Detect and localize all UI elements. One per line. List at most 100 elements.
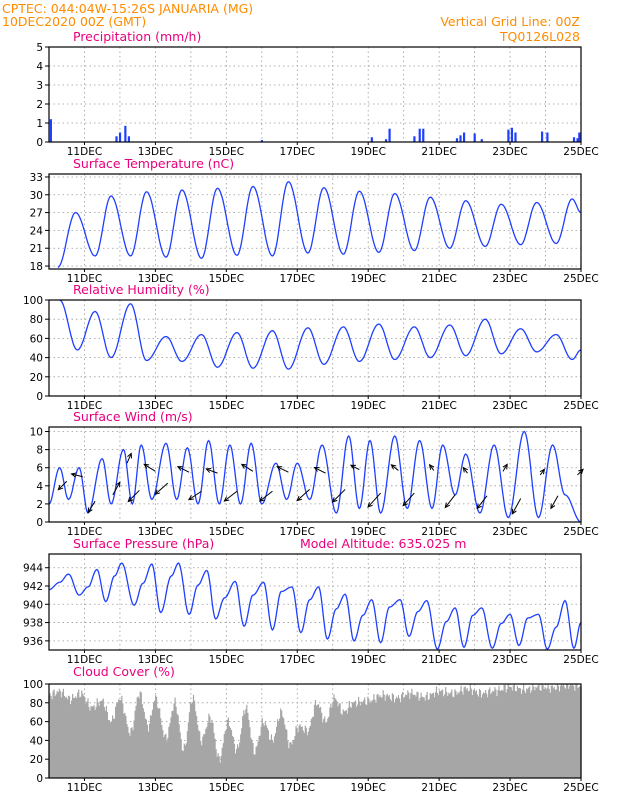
wind-arrow <box>502 464 508 472</box>
precip-bar <box>462 132 466 142</box>
date-tick-label-precip: 25DEC <box>563 146 598 158</box>
precip-bar <box>127 136 130 142</box>
date-tick-label-temp: 23DEC <box>492 273 527 285</box>
date-tick-label-rh: 19DEC <box>350 400 385 412</box>
ytick-label-temp: 24 <box>30 225 44 237</box>
date-tick-label-temp: 19DEC <box>350 273 385 285</box>
wind-arrowhead <box>70 472 77 478</box>
ytick-label-rh: 100 <box>23 295 43 307</box>
panel-rh: Relative Humidity (%) 0 20 40 60 80 100 11DEC 13… <box>23 282 599 412</box>
panel-title-temp: Surface Temperature (nC) <box>73 156 234 171</box>
ytick-label-precip: 4 <box>36 61 43 73</box>
date-tick-label-rh: 21DEC <box>421 400 456 412</box>
date-tick-label-rh: 23DEC <box>492 400 527 412</box>
date-tick-label-rh: 13DEC <box>138 400 173 412</box>
ytick-label-rh: 80 <box>30 314 43 326</box>
series-line-temp <box>57 180 582 268</box>
date-tick-label-wind: 13DEC <box>138 526 173 538</box>
wind-arrowhead <box>402 500 408 507</box>
date-tick-label-cloud: 23DEC <box>492 782 527 794</box>
ytick-label-rh: 60 <box>30 333 43 345</box>
wind-arrow <box>462 467 468 474</box>
panel-title-precip: Precipitation (mm/h) <box>73 29 201 44</box>
precip-bar <box>473 133 476 142</box>
wind-arrow <box>429 464 435 471</box>
panel-frame-cloud <box>48 683 582 779</box>
ytick-label-wind: 0 <box>36 517 43 529</box>
wind-arrow <box>112 482 121 496</box>
wind-arrow <box>402 492 415 506</box>
header-location: CPTEC: 044:04W-15:26S JANUARIA (MG) <box>2 1 253 16</box>
ytick-label-pres: 936 <box>23 636 43 648</box>
ytick-label-wind: 10 <box>30 427 43 439</box>
panel-wind: Surface Wind (m/s) 0 2 4 6 8 10 11DEC 13DEC 15DEC… <box>30 409 599 538</box>
precip-bar <box>418 128 421 142</box>
panel-frame-rh <box>48 299 582 397</box>
precip-bar <box>413 136 416 142</box>
panel-temp: Surface Temperature (nC) 18 21 24 27 30 33 11DE… <box>30 156 599 285</box>
precip-bar <box>576 138 579 142</box>
ytick-label-cloud: 40 <box>30 735 43 747</box>
date-tick-label-temp: 21DEC <box>421 273 456 285</box>
ytick-label-temp: 21 <box>30 243 43 255</box>
wind-arrowhead <box>296 495 303 502</box>
wind-arrow <box>177 466 190 473</box>
ytick-label-pres: 938 <box>23 618 43 630</box>
ytick-label-rh: 20 <box>30 372 43 384</box>
ytick-label-precip: 5 <box>36 42 43 54</box>
wind-arrowhead <box>462 466 468 473</box>
date-tick-label-pres: 13DEC <box>138 654 173 666</box>
date-tick-label-pres: 11DEC <box>67 654 102 666</box>
wind-arrowhead <box>87 507 93 514</box>
date-tick-label-wind: 17DEC <box>280 526 315 538</box>
wind-arrow <box>126 453 132 464</box>
precip-bar <box>118 132 122 142</box>
panel-pres: Surface Pressure (hPa) Model Altitude: 63… <box>23 536 599 666</box>
date-tick-label-cloud: 15DEC <box>209 782 244 794</box>
precip-bar <box>510 127 514 142</box>
wind-arrowhead <box>143 463 150 469</box>
date-tick-label-precip: 19DEC <box>350 146 385 158</box>
wind-arrowhead <box>539 468 546 475</box>
wind-arrowhead <box>476 503 482 510</box>
precip-bar <box>49 119 52 142</box>
ytick-label-temp: 33 <box>30 172 43 184</box>
date-tick-label-precip: 23DEC <box>492 146 527 158</box>
wind-arrowhead <box>313 467 320 472</box>
precip-bar <box>124 125 127 142</box>
ytick-label-cloud: 100 <box>23 679 43 691</box>
ytick-label-pres: 940 <box>23 599 43 611</box>
wind-arrow <box>367 492 381 508</box>
date-tick-label-pres: 15DEC <box>209 654 244 666</box>
wind-arrow <box>276 466 289 473</box>
wind-arrowhead <box>578 468 584 475</box>
wind-arrowhead <box>444 502 450 509</box>
date-tick-label-pres: 17DEC <box>280 654 315 666</box>
wind-arrow <box>241 463 254 472</box>
date-tick-label-cloud: 17DEC <box>280 782 315 794</box>
precip-bar <box>384 139 388 142</box>
precip-bar <box>514 132 517 142</box>
date-tick-label-precip: 15DEC <box>209 146 244 158</box>
wind-arrow <box>71 473 83 478</box>
wind-arrow <box>259 490 273 502</box>
panel-title-rh: Relative Humidity (%) <box>73 282 210 297</box>
wind-arrowhead <box>205 467 212 473</box>
header-grid-note: Vertical Grid Line: 00Z <box>440 14 580 29</box>
precip-bar <box>115 136 118 142</box>
series-line-wind <box>48 430 582 523</box>
date-tick-label-wind: 21DEC <box>421 526 456 538</box>
panel-frame-temp <box>48 173 582 270</box>
date-tick-label-cloud: 11DEC <box>67 782 102 794</box>
ytick-label-wind: 8 <box>36 445 43 457</box>
panel-precip: Precipitation (mm/h) 0 1 2 3 4 5 11DEC 13DEC 15DE… <box>36 29 598 158</box>
ytick-label-temp: 18 <box>30 261 43 273</box>
ytick-label-rh: 40 <box>30 353 43 365</box>
panels: Precipitation (mm/h) 0 1 2 3 4 5 11DEC 13DEC 15DE… <box>23 29 599 794</box>
panel-frame-wind <box>48 426 582 523</box>
wind-arrow <box>550 495 559 509</box>
wind-arrowhead <box>187 495 194 501</box>
ytick-label-pres: 942 <box>23 581 43 593</box>
date-tick-label-wind: 11DEC <box>67 526 102 538</box>
